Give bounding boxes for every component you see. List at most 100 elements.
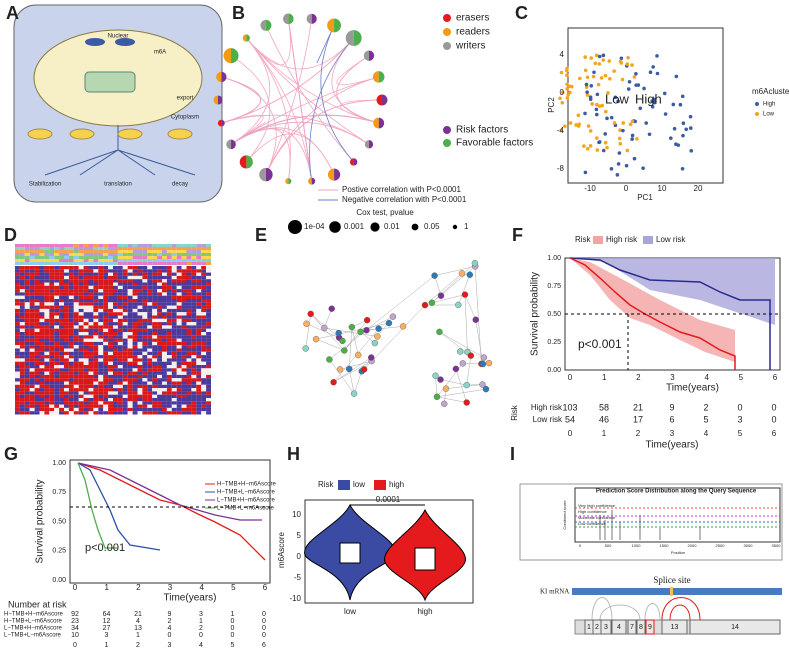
- heat-cell: [181, 411, 187, 415]
- x-tick-label: 2500: [716, 543, 726, 548]
- heat-cell: [137, 335, 143, 339]
- heat-cell: [201, 394, 207, 398]
- edge: [221, 37, 355, 124]
- heat-cell: [103, 374, 109, 379]
- heat-cell: [206, 361, 211, 365]
- heat-cell: [59, 368, 64, 372]
- annotation-cell: [171, 247, 177, 250]
- heat-cell: [206, 365, 211, 369]
- exon: [645, 619, 655, 635]
- heat-cell: [108, 269, 113, 273]
- annotation-cell: [93, 253, 99, 256]
- heat-cell: [83, 266, 89, 270]
- heat-cell: [132, 312, 138, 316]
- heat-cell: [191, 391, 197, 395]
- heat-cell: [93, 374, 99, 379]
- heat-cell: [64, 295, 69, 299]
- heat-cell: [93, 299, 99, 303]
- annotation-cell: [196, 259, 202, 262]
- heat-cell: [73, 401, 79, 405]
- heat-cell: [162, 325, 167, 329]
- point: [560, 100, 565, 105]
- table-cell: 1: [199, 618, 203, 625]
- heat-cell: [132, 341, 138, 346]
- heat-cell: [201, 368, 207, 372]
- x-tick-label: 6: [262, 642, 266, 649]
- heat-cell: [78, 365, 84, 369]
- heat-cell: [206, 292, 211, 296]
- heat-cell: [103, 391, 109, 395]
- heat-cell: [157, 295, 162, 299]
- heat-cell: [59, 285, 64, 290]
- heat-cell: [117, 322, 123, 326]
- point: [655, 71, 660, 76]
- heat-cell: [64, 384, 69, 389]
- node: [346, 365, 353, 373]
- heat-cell: [171, 348, 177, 352]
- heat-cell: [98, 411, 104, 415]
- heat-cell: [73, 266, 79, 270]
- edge: [329, 275, 435, 360]
- heat-cell: [39, 315, 45, 319]
- pca-points: [558, 53, 694, 177]
- heat-cell: [117, 345, 123, 349]
- heat-cell: [59, 365, 64, 369]
- heat-cell: [59, 338, 64, 342]
- heat-cell: [196, 279, 202, 283]
- annotation-cell: [54, 256, 60, 259]
- heat-cell: [24, 285, 30, 290]
- heat-cell: [113, 365, 118, 369]
- heat-cell: [88, 322, 94, 326]
- annotation-cell: [166, 250, 172, 253]
- heat-cell: [162, 404, 167, 408]
- heat-cell: [88, 308, 94, 313]
- heat-cell: [15, 285, 20, 290]
- heat-cell: [147, 374, 153, 379]
- annotation-cell: [19, 244, 25, 247]
- heat-cell: [142, 381, 148, 385]
- heat-cell: [49, 328, 55, 332]
- heat-cell: [15, 266, 20, 270]
- heat-cell: [24, 407, 30, 412]
- heat-cell: [44, 365, 50, 369]
- annotation-cell: [44, 262, 50, 265]
- heat-cell: [93, 351, 99, 356]
- point: [565, 73, 569, 78]
- heat-cell: [59, 305, 64, 309]
- heat-cell: [201, 381, 207, 385]
- heat-cell: [68, 292, 74, 296]
- heat-cell: [34, 398, 40, 402]
- axis-title: Time(years): [666, 383, 719, 394]
- heat-cell: [103, 322, 109, 326]
- annotation-cell: [73, 259, 79, 262]
- heat-cell: [117, 272, 123, 276]
- heat-cell: [44, 371, 50, 375]
- heat-cell: [68, 335, 74, 339]
- heat-cell: [147, 401, 153, 405]
- heat-cell: [15, 308, 20, 313]
- heat-cell: [113, 295, 118, 299]
- point: [592, 70, 596, 75]
- heat-cell: [147, 269, 153, 273]
- heat-cell: [171, 312, 177, 316]
- heat-cell: [78, 398, 84, 402]
- heat-cell: [191, 348, 197, 352]
- splice-mark: [670, 587, 673, 596]
- edge: [435, 375, 438, 397]
- x-tick-label: 1: [105, 642, 109, 649]
- heat-cell: [83, 295, 89, 299]
- heat-cell: [93, 368, 99, 372]
- annotation-cell: [181, 262, 187, 265]
- annotation-cell: [78, 250, 84, 253]
- heat-cell: [78, 388, 84, 392]
- heat-cell: [39, 335, 45, 339]
- annotation-cell: [29, 256, 35, 259]
- annotation-cell: [19, 259, 25, 262]
- legend-dot: [443, 28, 451, 36]
- node: [463, 381, 470, 389]
- annotation-cell: [171, 259, 177, 262]
- heat-cell: [29, 407, 35, 412]
- annotation-cell: [73, 247, 79, 250]
- heat-cell: [78, 305, 84, 309]
- heat-cell: [201, 398, 207, 402]
